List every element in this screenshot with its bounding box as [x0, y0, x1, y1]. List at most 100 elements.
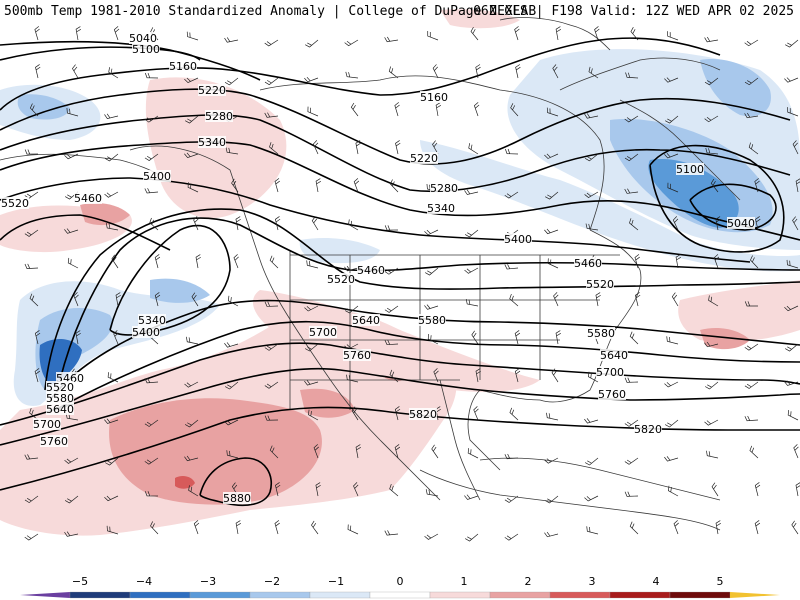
contour-label: 5400	[504, 233, 532, 246]
contour-label-bg	[418, 314, 446, 326]
contour-label-bg	[143, 170, 171, 182]
wind-barb	[584, 153, 599, 162]
wind-barb	[792, 140, 799, 155]
colorbar-segment	[549, 591, 611, 599]
coastlines-and-borders	[0, 17, 741, 531]
contour-5160	[0, 37, 721, 111]
contour-label: 5400	[132, 326, 160, 339]
contour-label-bg	[198, 84, 226, 96]
wind-barb	[553, 292, 559, 307]
contour-label: 5100	[676, 163, 704, 176]
colorbar-min-arrow	[20, 592, 70, 598]
wind-barb	[144, 153, 159, 161]
wind-barb	[427, 31, 439, 41]
wind-barb	[473, 102, 480, 117]
wind-barb	[104, 191, 119, 198]
contour-label-bg	[409, 408, 437, 420]
contour-label-bg	[600, 349, 628, 361]
wind-barb	[264, 343, 279, 351]
wind-barb	[389, 369, 399, 383]
wind-barb	[432, 140, 439, 155]
wind-barb	[584, 113, 599, 119]
wind-barb	[706, 450, 719, 459]
contour-label: 5520	[327, 273, 355, 286]
positive-anomaly-shading	[0, 9, 800, 536]
wind-barb	[24, 229, 39, 237]
wind-barb	[588, 66, 599, 79]
wind-barb	[504, 495, 519, 503]
contour-label: 5700	[596, 366, 624, 379]
wind-barb	[115, 292, 121, 307]
wind-barb	[227, 295, 239, 307]
wind-barb	[432, 64, 439, 79]
wind-barb	[504, 264, 519, 270]
wind-barb	[269, 142, 279, 155]
model-run-info: 06Z GFS | F198 Valid: 12Z WED APR 02 202…	[473, 4, 794, 19]
wind-barb	[304, 305, 319, 312]
anomaly-colorbar	[20, 591, 780, 599]
contour-label-bg	[598, 388, 626, 400]
wind-barb	[470, 26, 479, 41]
wind-barb	[705, 147, 719, 155]
wind-barb	[108, 67, 119, 79]
contour-label: 5280	[430, 182, 458, 195]
wind-barb	[275, 482, 281, 497]
wind-barb	[29, 408, 39, 421]
wind-barb	[754, 178, 760, 193]
wind-barb	[713, 254, 720, 269]
wind-barb	[785, 343, 799, 352]
contour-label: 5520	[1, 197, 29, 210]
wind-barb	[186, 31, 199, 41]
wind-barb	[424, 267, 439, 276]
contour-5880	[199, 457, 272, 507]
wind-barb	[624, 377, 639, 383]
wind-barb	[34, 26, 40, 41]
wind-barb	[225, 147, 239, 155]
wind-barb	[394, 444, 401, 459]
wind-barb	[510, 103, 519, 117]
colorbar-tick-label: −4	[135, 575, 153, 588]
contour-5340	[0, 141, 800, 241]
wind-barb	[671, 292, 679, 307]
wind-barb	[787, 107, 799, 117]
wind-barb	[464, 267, 479, 274]
contour-label-bg	[343, 349, 371, 361]
wind-barb	[351, 406, 359, 421]
wind-barb	[353, 482, 359, 497]
wind-barb	[35, 64, 41, 79]
contour-label-bg	[223, 492, 251, 504]
wind-barb	[384, 339, 399, 346]
colorbar-tick-label: −1	[327, 575, 345, 588]
wind-barb	[307, 106, 319, 117]
contour-label-bg	[420, 91, 448, 103]
wind-barb	[304, 76, 319, 83]
contour-label: 5340	[427, 202, 455, 215]
contour-label-bg	[309, 326, 337, 338]
wind-barb	[750, 255, 759, 269]
wind-barb	[675, 254, 681, 269]
colorbar-segment	[609, 591, 671, 599]
colorbar-tick-label: 5	[716, 575, 724, 588]
wind-barb	[715, 520, 721, 535]
contour-label-bg	[1, 197, 29, 209]
colorbar-tick-label: 4	[652, 575, 660, 588]
contour-label-bg	[727, 217, 755, 229]
wind-barb	[544, 153, 559, 159]
wind-barb	[704, 36, 719, 43]
wind-barb	[504, 191, 519, 199]
wind-barb	[34, 330, 41, 345]
wind-barb	[754, 482, 761, 497]
wind-barb	[389, 179, 399, 193]
wind-barb	[544, 457, 559, 464]
wind-barb	[667, 31, 679, 41]
wind-barb	[584, 495, 599, 502]
wind-barb	[595, 292, 601, 307]
wind-barb	[584, 418, 599, 424]
contour-label: 5580	[418, 314, 446, 327]
wind-barb	[475, 64, 481, 79]
colorbar-segment	[429, 591, 491, 599]
wind-barb	[465, 299, 479, 307]
wind-barb	[784, 380, 799, 386]
contour-label: 5160	[420, 91, 448, 104]
